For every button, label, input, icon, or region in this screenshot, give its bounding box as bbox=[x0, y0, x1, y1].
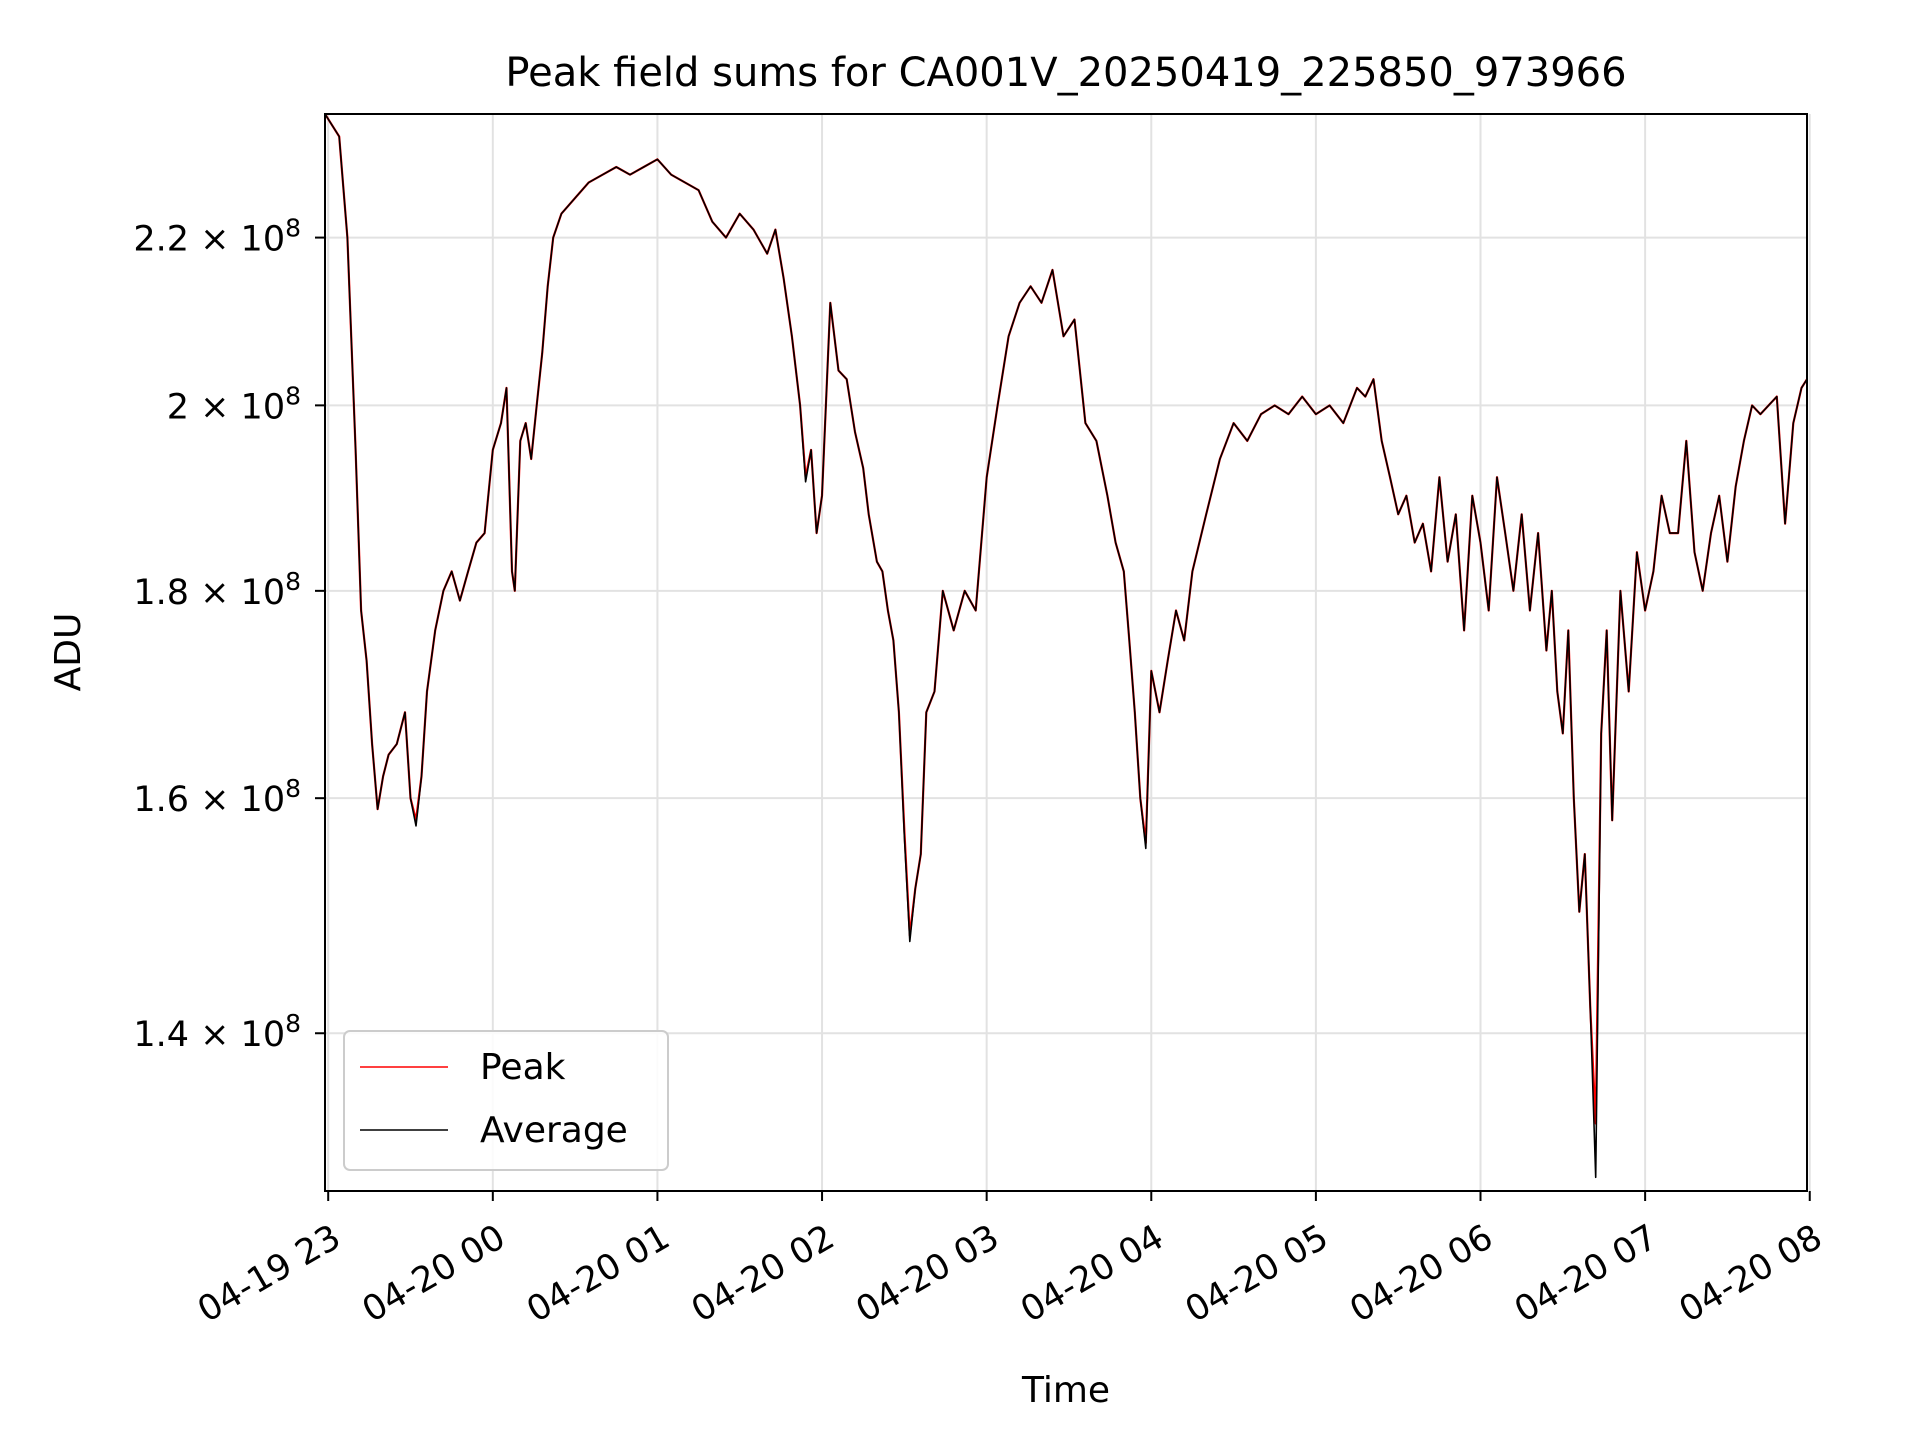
x-tick-label: 04-20 04 bbox=[1014, 1217, 1170, 1330]
x-tick-label: 04-20 01 bbox=[520, 1217, 676, 1330]
y-tick-label: 1.6 × 108 bbox=[133, 774, 301, 820]
legend: Peak Average bbox=[343, 1030, 669, 1171]
legend-label-peak: Peak bbox=[480, 1047, 566, 1088]
y-tick-label: 1.4 × 108 bbox=[133, 1009, 301, 1055]
chart-title: Peak field sums for CA001V_20250419_2258… bbox=[505, 50, 1626, 96]
series-line-peak bbox=[325, 114, 1807, 1125]
x-tick-label: 04-20 02 bbox=[685, 1217, 841, 1330]
x-tick-label: 04-20 05 bbox=[1179, 1217, 1335, 1330]
x-tick-label: 04-20 00 bbox=[356, 1217, 512, 1330]
series-layer bbox=[325, 114, 1807, 1179]
y-axis-label: ADU bbox=[48, 613, 89, 692]
plot-frame bbox=[324, 113, 1808, 1192]
x-tick-label: 04-20 06 bbox=[1344, 1217, 1500, 1330]
y-tick-label: 2.2 × 108 bbox=[133, 214, 301, 260]
y-tick-label: 2 × 108 bbox=[167, 381, 301, 427]
legend-label-average: Average bbox=[480, 1110, 628, 1151]
x-axis-label: Time bbox=[1021, 1370, 1110, 1411]
y-tick-label: 1.8 × 108 bbox=[133, 567, 301, 613]
x-tick-label: 04-20 08 bbox=[1673, 1217, 1829, 1330]
x-tick-label: 04-19 23 bbox=[191, 1217, 347, 1330]
x-tick-label: 04-20 07 bbox=[1508, 1217, 1664, 1330]
y-axis-ticks: 1.4 × 108 1.6 × 108 1.8 × 108 2 × 108 2.2 × … bbox=[133, 214, 325, 1055]
x-axis-ticks: 04-19 23 04-20 00 04-20 01 04-20 02 04-20 03… bbox=[191, 1191, 1829, 1331]
legend-box bbox=[343, 1030, 669, 1171]
x-tick-label: 04-20 03 bbox=[850, 1217, 1006, 1330]
series-line-average bbox=[325, 114, 1807, 1179]
grid bbox=[325, 114, 1811, 1191]
